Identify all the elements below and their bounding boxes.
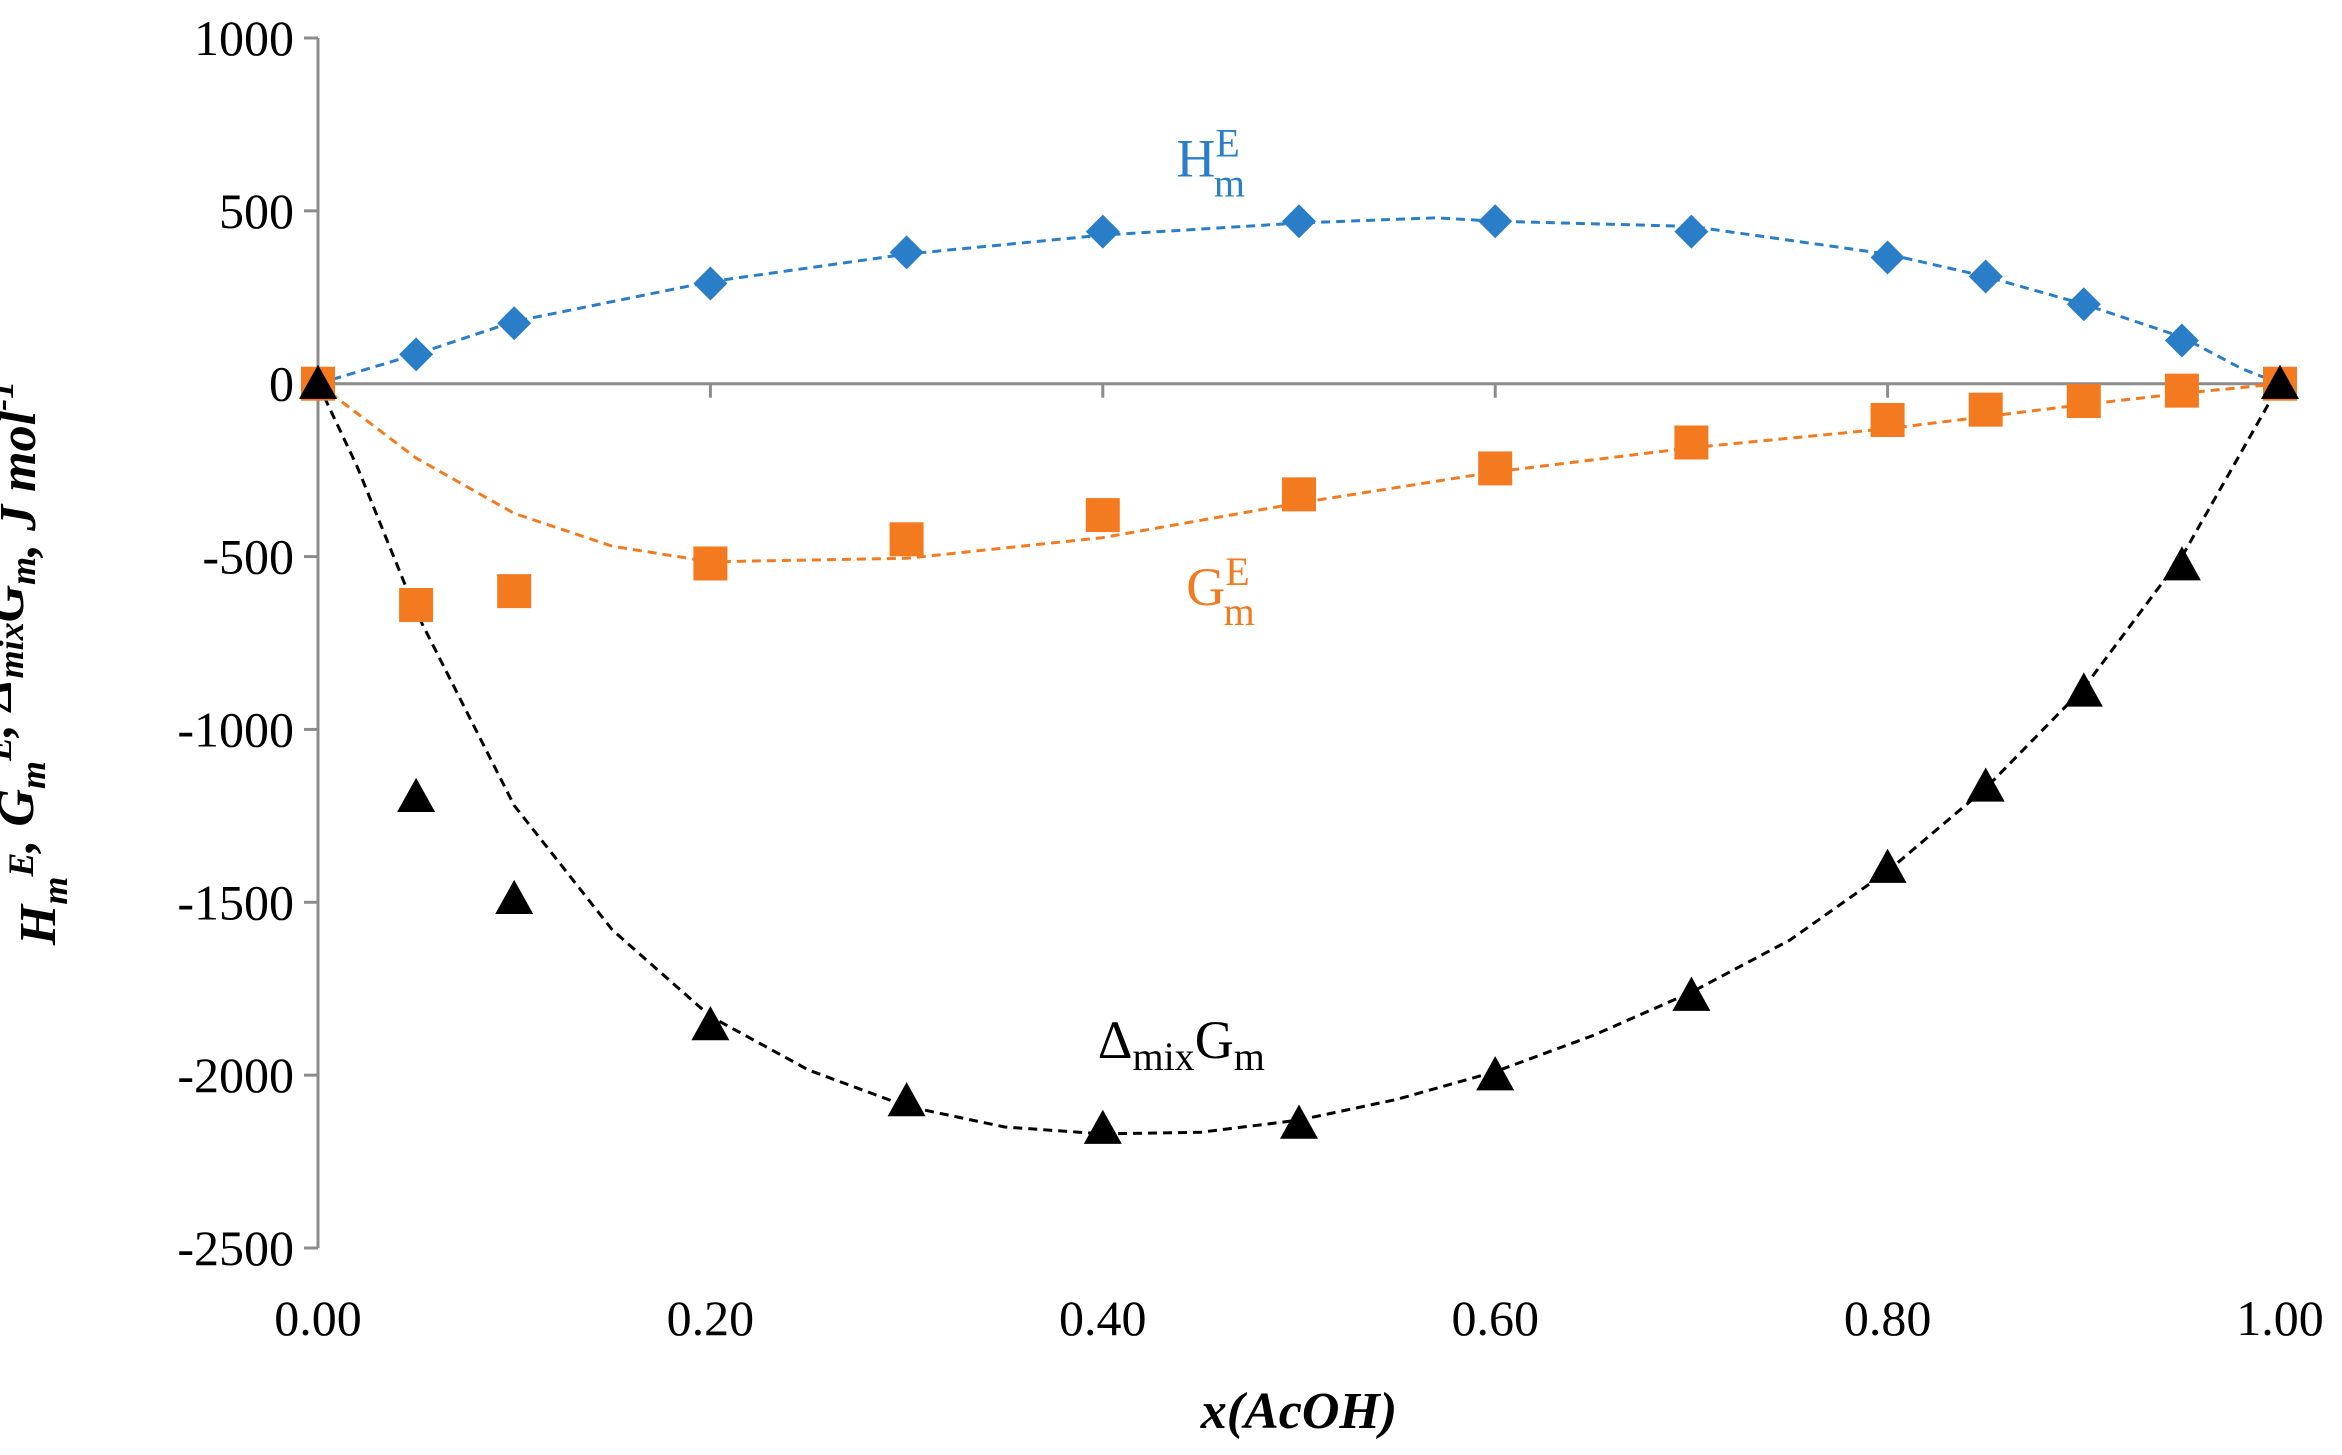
- data-point-gme: [2066, 384, 2101, 418]
- trendlines: [316, 216, 2282, 1136]
- trendline-gme: [317, 382, 2281, 564]
- data-point-hme: [1085, 214, 1120, 249]
- data-point-gme: [1478, 451, 1513, 486]
- data-point-gme: [693, 546, 728, 581]
- x-tick-label: 0.20: [667, 1290, 755, 1346]
- series-label-gme: GE m: [1186, 549, 1255, 634]
- data-point-gme: [889, 522, 924, 557]
- series-label-dmixg: ΔmixGm: [1098, 1010, 1265, 1079]
- data-point-dmixg: [1868, 848, 1907, 883]
- x-tick-label: 0.80: [1844, 1290, 1932, 1346]
- y-tick-label: -2000: [177, 1047, 294, 1103]
- data-point-hme: [1478, 204, 1513, 239]
- data-point-dmixg: [1280, 1104, 1318, 1139]
- data-point-dmixg: [397, 777, 436, 813]
- series-labels: HE m GE m ΔmixGm: [1098, 120, 1265, 1079]
- data-point-hme: [2066, 287, 2101, 322]
- data-point-gme: [1674, 425, 1709, 460]
- data-point-dmixg: [1672, 976, 1711, 1011]
- y-tick-label: -1500: [177, 874, 294, 930]
- data-point-hme: [693, 266, 728, 301]
- data-point-dmixg: [2162, 546, 2201, 581]
- data-point-hme: [2164, 323, 2199, 358]
- data-point-gme: [1085, 498, 1120, 533]
- data-point-dmixg: [2064, 672, 2103, 707]
- data-point-gme: [1870, 403, 1905, 438]
- x-tick-label: 0.40: [1059, 1290, 1147, 1346]
- data-point-dmixg: [691, 1006, 730, 1041]
- y-tick-label: 500: [219, 183, 294, 239]
- x-tick-label: 0.00: [274, 1290, 362, 1346]
- data-point-dmixg: [1966, 767, 2005, 802]
- data-point-hme: [1674, 214, 1709, 249]
- data-point-gme: [1968, 392, 2003, 427]
- data-point-gme: [1282, 477, 1316, 512]
- x-tick-label: 1.00: [2236, 1290, 2324, 1346]
- data-markers: [299, 204, 2299, 1144]
- data-point-gme: [399, 587, 434, 622]
- data-point-dmixg: [887, 1082, 926, 1117]
- y-tick-label: -500: [202, 529, 294, 585]
- data-point-dmixg: [1083, 1109, 1122, 1144]
- data-point-hme: [889, 235, 924, 270]
- data-point-gme: [2164, 373, 2199, 408]
- y-axis-title: HmE, GmE, ΔmixGm, J mol-1: [0, 381, 75, 946]
- y-tick-label: -1000: [177, 701, 294, 757]
- y-tick-label: 1000: [194, 10, 294, 66]
- axes: 1000 500 0 -500 -1000 -1500 -2000 -2500 0.00 0.20…: [177, 10, 2323, 1346]
- data-point-dmixg: [2261, 364, 2299, 399]
- y-tick-label: -2500: [177, 1220, 294, 1276]
- y-tick-label: 0: [269, 356, 294, 412]
- data-point-dmixg: [495, 879, 534, 915]
- x-tick-label: 0.60: [1451, 1290, 1539, 1346]
- data-point-dmixg: [1476, 1056, 1515, 1091]
- data-point-hme: [1968, 259, 2003, 294]
- data-point-hme: [399, 337, 434, 372]
- data-point-gme: [497, 574, 532, 609]
- data-point-hme: [1282, 204, 1316, 239]
- data-point-hme: [1870, 240, 1905, 275]
- trendline-hme: [317, 216, 2281, 386]
- data-point-dmixg: [299, 364, 337, 399]
- x-axis-title: x(AcOH): [1200, 1383, 1397, 1440]
- series-label-hme: HE m: [1176, 120, 1245, 205]
- data-point-hme: [497, 306, 532, 341]
